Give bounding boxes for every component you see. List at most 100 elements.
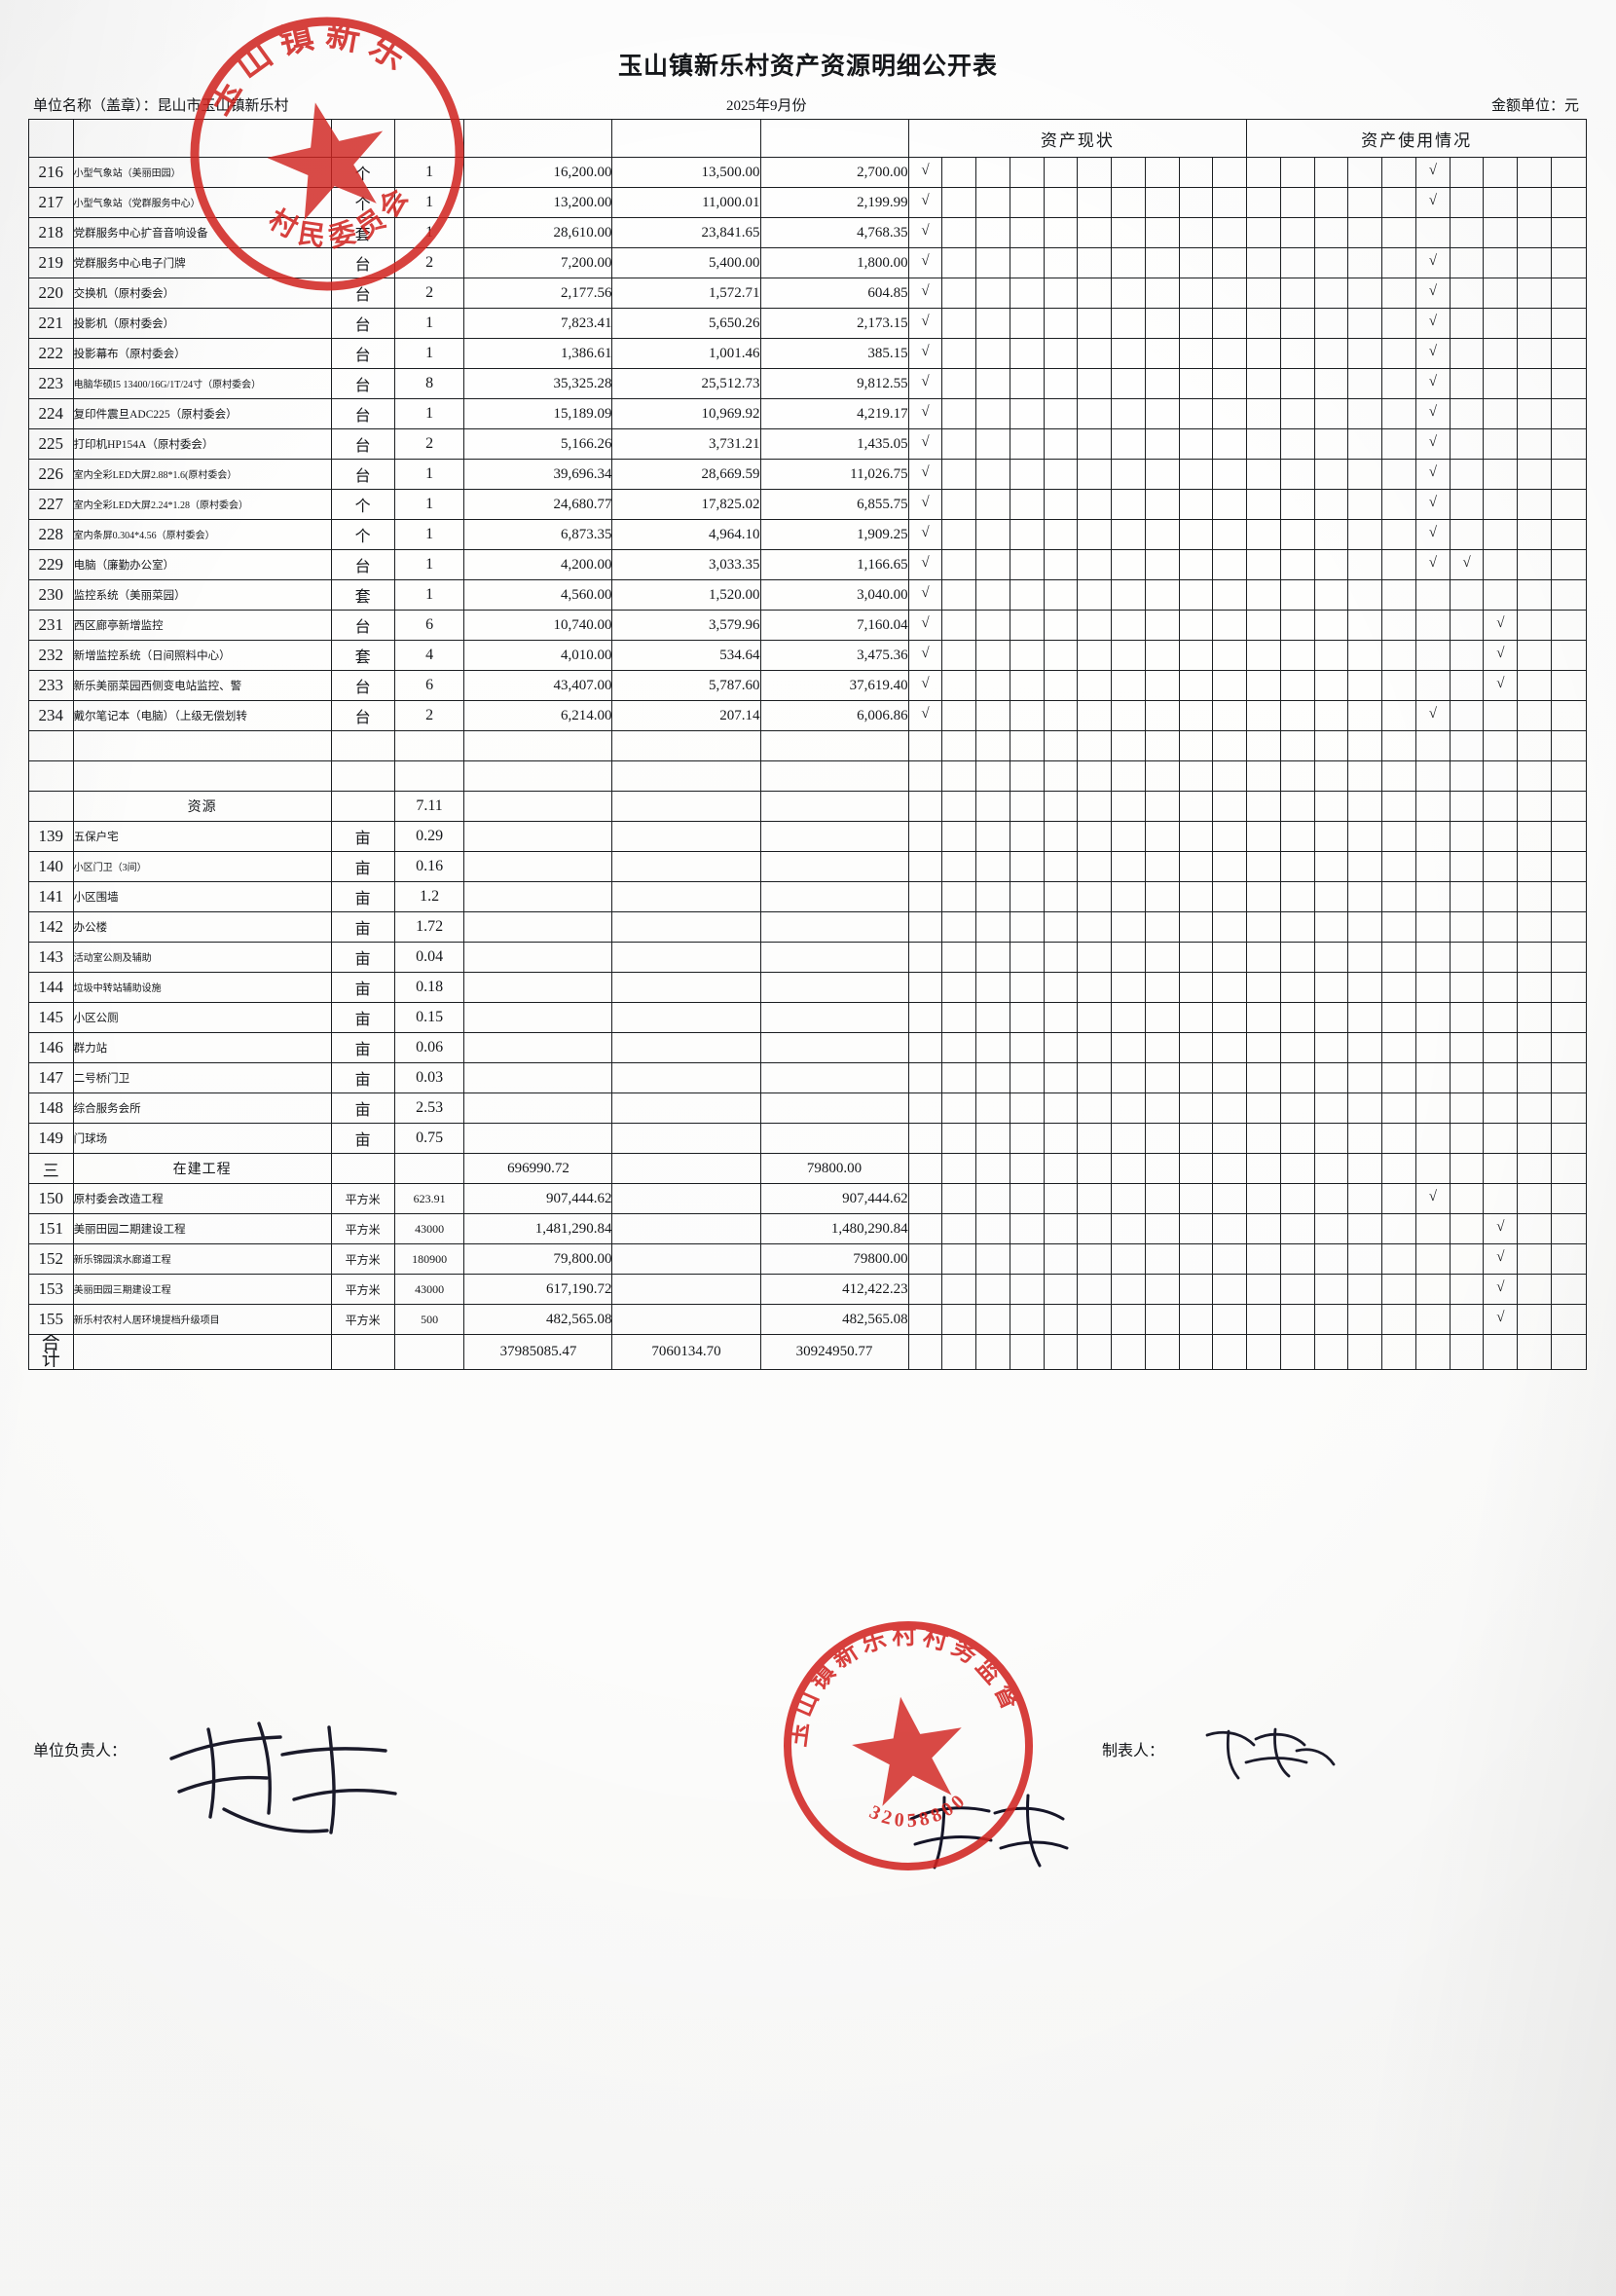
usage-checkbox-cell[interactable] — [1483, 519, 1519, 550]
usage-checkbox-cell[interactable] — [1347, 1213, 1383, 1244]
status-checkbox-cell[interactable] — [1178, 1243, 1214, 1275]
status-checkbox-cell[interactable] — [1009, 247, 1045, 278]
usage-checkbox-cell[interactable] — [1347, 217, 1383, 248]
status-checkbox-cell[interactable] — [1111, 1243, 1146, 1275]
usage-checkbox-cell[interactable] — [1517, 489, 1552, 520]
status-checkbox-cell[interactable] — [1178, 851, 1214, 882]
status-checkbox-cell[interactable] — [1178, 579, 1214, 611]
status-checkbox-cell[interactable] — [975, 1032, 1010, 1063]
status-checkbox-cell[interactable] — [1212, 1213, 1248, 1244]
usage-checkbox-cell[interactable] — [1449, 911, 1485, 943]
usage-checkbox-cell[interactable] — [1550, 791, 1588, 822]
status-checkbox-cell[interactable] — [1043, 1092, 1079, 1124]
status-checkbox-cell[interactable] — [1009, 1183, 1045, 1214]
status-checkbox-cell[interactable] — [907, 1243, 943, 1275]
status-checkbox-cell[interactable] — [1043, 881, 1079, 912]
usage-checkbox-cell[interactable] — [1414, 760, 1451, 792]
usage-checkbox-cell[interactable] — [1347, 670, 1383, 701]
status-checkbox-cell[interactable] — [1009, 1243, 1045, 1275]
status-checkbox-cell[interactable] — [1212, 1032, 1248, 1063]
status-checkbox-cell[interactable] — [1043, 972, 1079, 1003]
usage-checkbox-cell[interactable] — [1449, 247, 1485, 278]
status-checkbox-cell[interactable] — [1178, 398, 1214, 429]
status-checkbox-cell[interactable] — [1009, 851, 1045, 882]
usage-checkbox-cell[interactable] — [1483, 942, 1519, 973]
status-checkbox-cell[interactable] — [1077, 308, 1113, 339]
usage-checkbox-cell[interactable] — [1517, 700, 1552, 731]
status-checkbox-cell[interactable] — [1178, 428, 1214, 460]
usage-checkbox-cell[interactable] — [1381, 851, 1416, 882]
usage-checkbox-cell[interactable] — [1381, 187, 1416, 218]
status-checkbox-cell[interactable] — [1111, 700, 1146, 731]
usage-checkbox-cell[interactable] — [1483, 247, 1519, 278]
status-checkbox-cell[interactable] — [941, 278, 977, 309]
status-checkbox-cell[interactable] — [975, 610, 1010, 641]
status-checkbox-cell[interactable] — [941, 549, 977, 580]
status-checkbox-cell[interactable] — [1178, 157, 1214, 188]
status-checkbox-cell[interactable] — [1043, 911, 1079, 943]
usage-checkbox-cell[interactable] — [1313, 217, 1349, 248]
status-checkbox-cell[interactable] — [1043, 730, 1079, 761]
status-checkbox-cell[interactable] — [1111, 1183, 1146, 1214]
usage-checkbox-cell[interactable] — [1279, 1153, 1315, 1184]
usage-checkbox-cell[interactable] — [1246, 1062, 1281, 1093]
status-checkbox-cell[interactable] — [1144, 791, 1180, 822]
usage-checkbox-cell[interactable] — [1517, 791, 1552, 822]
usage-checkbox-cell[interactable] — [1517, 911, 1552, 943]
usage-checkbox-cell[interactable] — [1483, 187, 1519, 218]
status-checkbox-cell[interactable] — [1077, 700, 1113, 731]
usage-checkbox-cell[interactable] — [1279, 1123, 1315, 1154]
status-checkbox-cell[interactable] — [975, 579, 1010, 611]
usage-checkbox-cell[interactable] — [1517, 942, 1552, 973]
status-checkbox-cell[interactable] — [1111, 1032, 1146, 1063]
status-checkbox-cell[interactable] — [1043, 670, 1079, 701]
usage-checkbox-cell[interactable] — [1517, 1274, 1552, 1305]
status-checkbox-cell[interactable] — [941, 1304, 977, 1335]
usage-checkbox-cell[interactable] — [1550, 579, 1588, 611]
usage-checkbox-cell[interactable] — [1517, 1032, 1552, 1063]
usage-checkbox-cell[interactable] — [1517, 338, 1552, 369]
status-checkbox-cell[interactable] — [1178, 1274, 1214, 1305]
usage-checkbox-cell[interactable] — [1517, 308, 1552, 339]
status-checkbox-cell[interactable] — [1111, 579, 1146, 611]
status-checkbox-cell[interactable] — [1144, 1183, 1180, 1214]
status-checkbox-cell[interactable] — [1178, 1092, 1214, 1124]
usage-checkbox-cell[interactable] — [1347, 579, 1383, 611]
usage-checkbox-cell[interactable] — [1517, 368, 1552, 399]
usage-checkbox-cell[interactable] — [1313, 1123, 1349, 1154]
usage-checkbox-cell[interactable] — [1279, 398, 1315, 429]
usage-checkbox-cell[interactable] — [1246, 1123, 1281, 1154]
usage-checkbox-cell[interactable] — [1550, 338, 1588, 369]
status-checkbox-cell[interactable] — [1009, 398, 1045, 429]
status-checkbox-cell[interactable] — [1077, 1304, 1113, 1335]
usage-checkbox-cell[interactable] — [1381, 1304, 1416, 1335]
status-checkbox-cell[interactable] — [941, 398, 977, 429]
usage-checkbox-cell[interactable] — [1279, 519, 1315, 550]
status-checkbox-cell[interactable]: √ — [907, 308, 943, 339]
status-checkbox-cell[interactable] — [1178, 942, 1214, 973]
usage-checkbox-cell[interactable] — [1381, 1274, 1416, 1305]
usage-checkbox-cell[interactable] — [1449, 1032, 1485, 1063]
status-checkbox-cell[interactable] — [1043, 1183, 1079, 1214]
status-checkbox-cell[interactable] — [1212, 428, 1248, 460]
status-checkbox-cell[interactable] — [1111, 368, 1146, 399]
usage-checkbox-cell[interactable] — [1550, 489, 1588, 520]
status-checkbox-cell[interactable] — [1009, 1032, 1045, 1063]
status-checkbox-cell[interactable] — [1178, 1153, 1214, 1184]
status-checkbox-cell[interactable] — [1111, 1062, 1146, 1093]
status-checkbox-cell[interactable] — [1077, 881, 1113, 912]
status-checkbox-cell[interactable] — [1178, 1183, 1214, 1214]
status-checkbox-cell[interactable] — [1077, 942, 1113, 973]
usage-checkbox-cell[interactable]: √ — [1414, 187, 1451, 218]
status-checkbox-cell[interactable] — [1077, 157, 1113, 188]
usage-checkbox-cell[interactable] — [1313, 459, 1349, 490]
status-checkbox-cell[interactable] — [975, 640, 1010, 671]
status-checkbox-cell[interactable] — [1043, 459, 1079, 490]
usage-checkbox-cell[interactable] — [1381, 700, 1416, 731]
usage-checkbox-cell[interactable] — [1414, 1002, 1451, 1033]
usage-checkbox-cell[interactable] — [1246, 579, 1281, 611]
status-checkbox-cell[interactable] — [1009, 579, 1045, 611]
status-checkbox-cell[interactable] — [1043, 187, 1079, 218]
status-checkbox-cell[interactable] — [975, 247, 1010, 278]
status-checkbox-cell[interactable] — [1043, 640, 1079, 671]
